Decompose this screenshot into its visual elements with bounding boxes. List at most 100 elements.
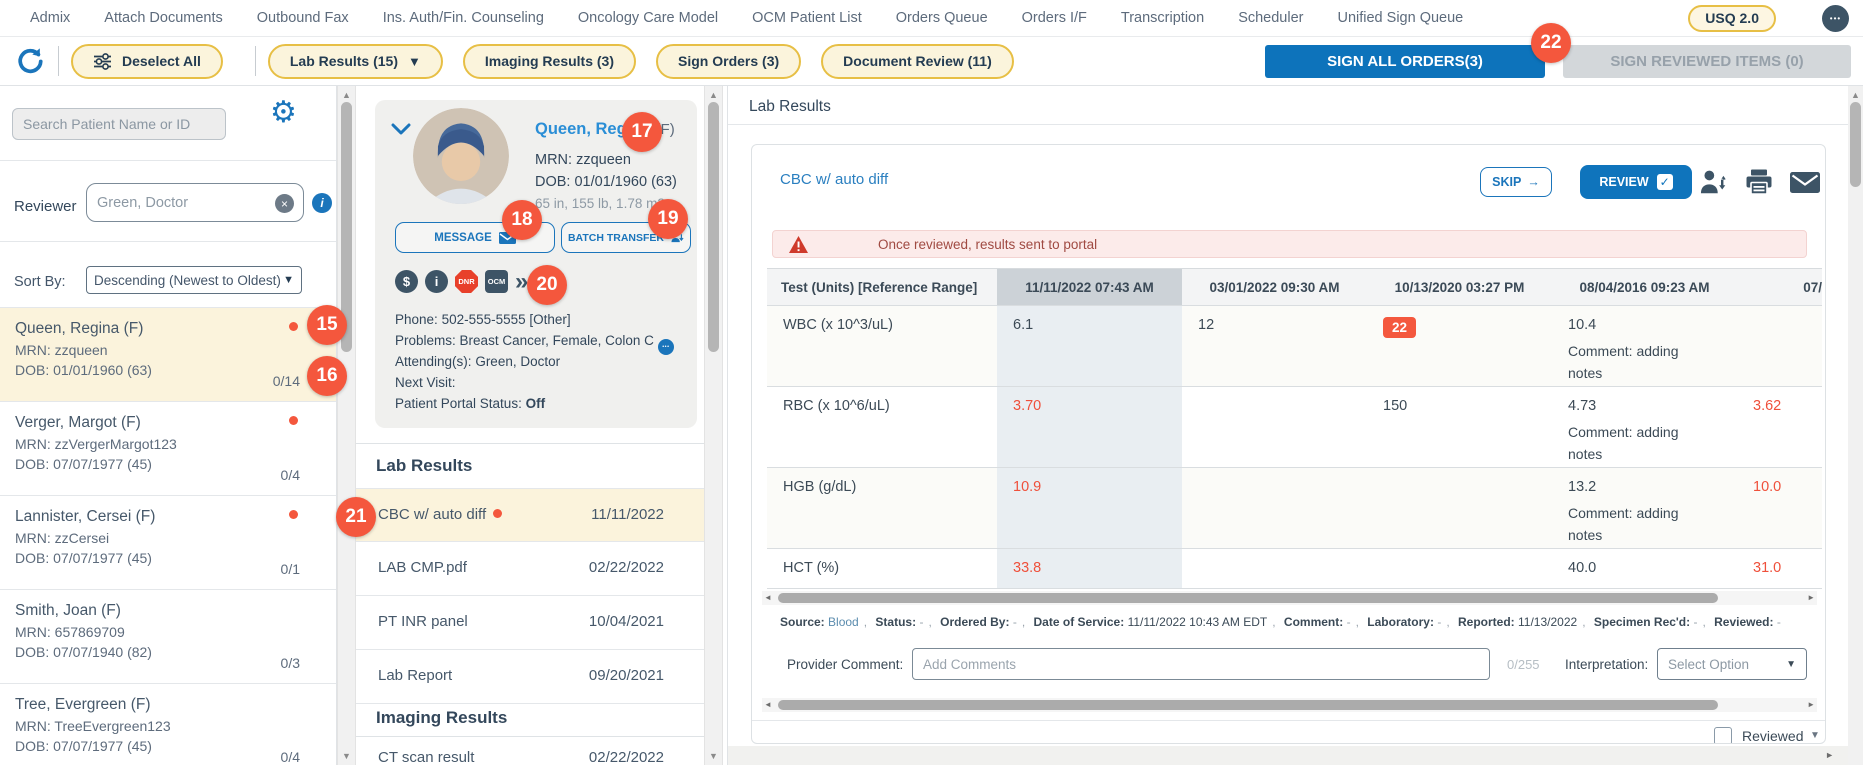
nav-item-oncology-care-model[interactable]: Oncology Care Model xyxy=(577,10,719,26)
patient-dob: DOB: 07/07/1977 (45) xyxy=(15,738,152,754)
refresh-icon[interactable] xyxy=(14,45,46,77)
document-date: 10/04/2021 xyxy=(588,613,664,630)
scroll-down-icon[interactable]: ▼ xyxy=(709,751,718,761)
nav-item-scheduler[interactable]: Scheduler xyxy=(1238,10,1304,26)
patient-row-lannister[interactable]: Lannister, Cersei (F) MRN: zzCersei DOB:… xyxy=(0,496,336,590)
overflow-menu-icon[interactable]: ••• xyxy=(1822,4,1849,32)
document-row-ctscan[interactable]: CT scan result 02/22/2022 xyxy=(356,737,704,765)
scroll-up-icon[interactable]: ▲ xyxy=(342,90,351,100)
info-icon[interactable]: i xyxy=(312,193,332,213)
lower-horizontal-scrollbar[interactable]: ◄ ► xyxy=(762,698,1817,712)
scroll-up-icon[interactable]: ▲ xyxy=(1851,90,1860,100)
patient-row-tree[interactable]: Tree, Evergreen (F) MRN: TreeEvergreen12… xyxy=(0,684,336,765)
scroll-right-icon[interactable]: ► xyxy=(1807,700,1815,709)
sort-by-select[interactable]: Descending (Newest to Oldest) ▼ xyxy=(86,266,302,294)
patient-row-smith[interactable]: Smith, Joan (F) MRN: 657869709 DOB: 07/0… xyxy=(0,590,336,684)
sign-reviewed-items-button[interactable]: SIGN REVIEWED ITEMS (0) xyxy=(1563,44,1851,78)
scroll-right-icon[interactable]: ► xyxy=(1825,750,1834,760)
scrollbar-thumb[interactable] xyxy=(778,593,1718,603)
column-header-test: Test (Units) [Reference Range] xyxy=(781,279,978,295)
table-horizontal-scrollbar[interactable]: ◄ ► xyxy=(762,591,1817,605)
unread-dot xyxy=(493,509,503,518)
result-metadata: Source: Blood, Status: -, Ordered By: -,… xyxy=(780,615,1781,629)
scroll-left-icon[interactable]: ◄ xyxy=(764,593,772,602)
portal-status-label: Patient Portal Status: xyxy=(395,396,522,411)
meta-separator: , xyxy=(928,615,932,629)
search-input[interactable] xyxy=(12,108,226,140)
document-row-cbc[interactable]: CBC w/ auto diff 11/11/2022 xyxy=(356,488,704,542)
nav-item-unified-sign-queue[interactable]: Unified Sign Queue xyxy=(1337,10,1464,26)
patient-sidebar: ⚙ Reviewer × i Sort By: Descending (Newe… xyxy=(0,86,337,765)
email-icon[interactable] xyxy=(1790,171,1820,193)
scrollbar-thumb[interactable] xyxy=(778,700,1718,710)
nav-item-orders-queue[interactable]: Orders Queue xyxy=(895,10,988,26)
provider-comment-label: Provider Comment: xyxy=(787,657,904,672)
lab-result-card: CBC w/ auto diff SKIP → REVIEW ✓ xyxy=(751,144,1826,744)
scroll-left-icon[interactable]: ◄ xyxy=(764,700,772,709)
filter-lab-results[interactable]: Lab Results (15) ▼ xyxy=(267,43,443,79)
batch-transfer-button[interactable]: BATCH TRANSFER xyxy=(561,222,691,253)
result-value xyxy=(1182,468,1367,548)
results-panel-scrollbar[interactable]: ▲ xyxy=(1848,86,1863,765)
scroll-up-icon[interactable]: ▲ xyxy=(709,90,718,100)
annotation-badge-19: 19 xyxy=(648,199,688,239)
filter-document-review[interactable]: Document Review (11) xyxy=(821,43,1014,79)
clear-icon[interactable]: × xyxy=(275,194,294,213)
nav-item-orders-if[interactable]: Orders I/F xyxy=(1021,10,1087,26)
nav-item-outbound-fax[interactable]: Outbound Fax xyxy=(256,10,349,26)
result-title: CBC w/ auto diff xyxy=(780,171,889,188)
provider-comment-input[interactable] xyxy=(912,648,1490,680)
summary-panel-scrollbar[interactable]: ▲ ▼ xyxy=(704,86,723,765)
ocm-flag-icon[interactable]: OCM xyxy=(485,270,508,293)
nav-item-attach-documents[interactable]: Attach Documents xyxy=(104,10,223,26)
document-date: 11/11/2022 xyxy=(591,506,664,523)
problems-line: Problems: Breast Cancer, Female, Colon C… xyxy=(395,333,674,355)
collapse-chevron-icon[interactable] xyxy=(391,122,411,140)
scrollbar-thumb[interactable] xyxy=(1850,102,1861,187)
nav-item-ins-auth[interactable]: Ins. Auth/Fin. Counseling xyxy=(382,10,544,26)
gear-icon[interactable]: ⚙ xyxy=(270,96,297,129)
patient-row-verger[interactable]: Verger, Margot (F) MRN: zzVergerMargot12… xyxy=(0,402,336,496)
document-date: 09/20/2021 xyxy=(588,667,664,684)
reviewer-field[interactable]: × xyxy=(86,183,304,222)
sign-all-orders-button[interactable]: SIGN ALL ORDERS(3) xyxy=(1265,44,1545,78)
deselect-all-button[interactable]: Deselect All xyxy=(71,43,223,79)
nav-item-transcription[interactable]: Transcription xyxy=(1120,10,1205,26)
nav-item-ocm-patient-list[interactable]: OCM Patient List xyxy=(752,10,862,26)
billing-flag-icon[interactable]: $ xyxy=(395,270,418,293)
patient-row-queen[interactable]: Queen, Regina (F) MRN: zzqueen DOB: 01/0… xyxy=(0,308,336,402)
scrollbar-thumb[interactable] xyxy=(341,102,352,352)
assign-person-icon[interactable] xyxy=(1700,169,1728,195)
scroll-down-icon[interactable]: ▼ xyxy=(342,751,351,761)
review-button[interactable]: REVIEW ✓ xyxy=(1580,165,1692,199)
meta-label: Comment: xyxy=(1283,615,1344,629)
column-header-date-3: 10/13/2020 03:27 PM xyxy=(1394,279,1525,295)
document-row-labreport[interactable]: Lab Report 09/20/2021 xyxy=(356,650,704,704)
attending-label: Attending(s): xyxy=(395,354,472,369)
dnr-flag-icon[interactable]: DNR xyxy=(455,270,478,293)
patient-list-scrollbar[interactable]: ▲ ▼ xyxy=(337,86,356,765)
meta-value: - xyxy=(1346,615,1351,629)
reviewer-input[interactable] xyxy=(97,192,262,214)
info-flag-icon[interactable]: i xyxy=(425,270,448,293)
more-problems-icon[interactable]: ••• xyxy=(657,339,674,355)
print-icon[interactable] xyxy=(1745,169,1773,195)
document-row-ptinr[interactable]: PT INR panel 10/04/2021 xyxy=(356,596,704,650)
usq-version-badge[interactable]: USQ 2.0 xyxy=(1688,4,1776,32)
document-row-cmp[interactable]: LAB CMP.pdf 02/22/2022 xyxy=(356,542,704,596)
reviewed-checkbox[interactable] xyxy=(1714,727,1732,743)
scroll-right-icon[interactable]: ► xyxy=(1807,593,1815,602)
skip-button[interactable]: SKIP → xyxy=(1480,167,1552,197)
meta-value: 11/13/2022 xyxy=(1518,615,1578,629)
scroll-down-icon[interactable]: ▼ xyxy=(1810,730,1820,741)
result-value xyxy=(1367,468,1552,548)
expand-flags-icon[interactable]: » xyxy=(515,267,529,295)
filter-sign-orders[interactable]: Sign Orders (3) xyxy=(656,43,802,79)
scrollbar-thumb[interactable] xyxy=(708,102,719,352)
column-header-date-5: 07/19/20 xyxy=(1803,279,1822,295)
nav-item-admix[interactable]: Admix xyxy=(30,10,71,26)
interpretation-select[interactable]: Select Option ▼ xyxy=(1657,648,1807,680)
patient-name: Queen, Regina (F) xyxy=(15,320,144,337)
filter-imaging-results[interactable]: Imaging Results (3) xyxy=(462,43,637,79)
result-comment: Comment: adding notes xyxy=(1568,424,1679,462)
